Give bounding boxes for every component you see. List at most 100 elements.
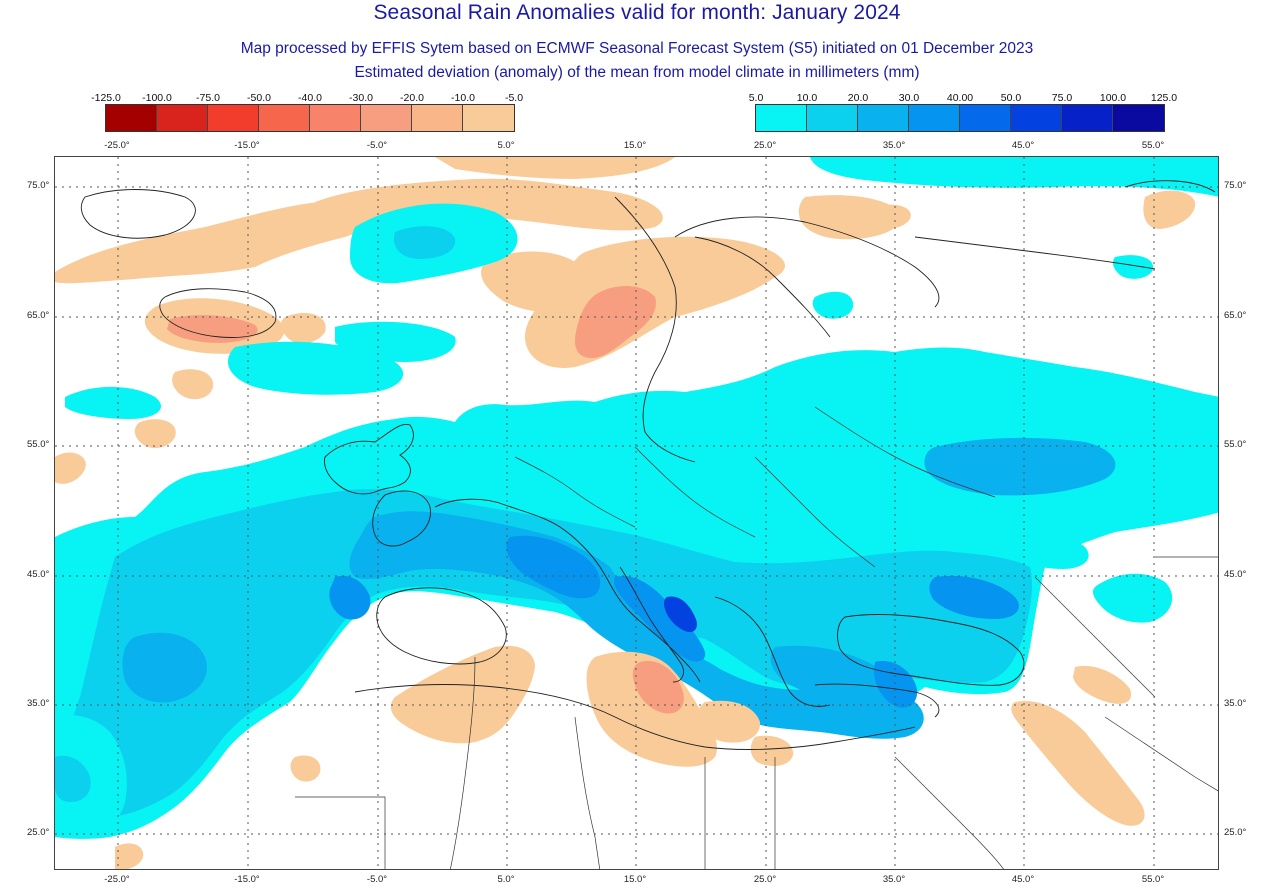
coastline <box>837 614 1025 686</box>
coastline <box>914 236 1156 270</box>
latitude-label-left: 65.0° <box>27 310 50 321</box>
legend-swatch <box>858 105 909 131</box>
legend-swatch <box>909 105 960 131</box>
border <box>574 716 601 869</box>
coastlines-and-borders <box>80 180 1218 869</box>
legend-swatch <box>756 105 807 131</box>
anomaly-area-cyan <box>812 291 854 319</box>
legend-tick-label: -125.0 <box>91 92 121 104</box>
anomaly-area-tan <box>696 700 761 743</box>
legend-tick-label: -75.0 <box>196 92 220 104</box>
legend-swatch <box>807 105 858 131</box>
anomaly-area-tan <box>1011 701 1145 826</box>
border <box>514 456 636 528</box>
legend-tick-label: -40.0 <box>298 92 322 104</box>
legend-tick-label: -50.0 <box>247 92 271 104</box>
legend-positive-anomalies: 5.0 10.0 20.0 30.0 40.00 50.0 75.0 100.0 125.0 <box>740 92 1180 152</box>
coastline <box>614 196 696 463</box>
longitude-label-top: 5.0° <box>497 140 515 151</box>
anomaly-area-blue <box>874 661 918 708</box>
legend-tick-label: 40.00 <box>946 92 974 104</box>
legend-tick-label: -30.0 <box>349 92 373 104</box>
anomaly-area-tan <box>798 195 901 240</box>
anomaly-area-tan <box>750 735 794 767</box>
legend-tick-label: 30.0 <box>898 92 920 104</box>
legend-tick-label: -100.0 <box>142 92 172 104</box>
anomaly-area-cyan <box>1112 255 1154 279</box>
longitude-label-top: -15.0° <box>234 140 260 151</box>
coastline <box>434 498 701 683</box>
longitude-label-top: -25.0° <box>104 140 130 151</box>
anomaly-area-tan <box>871 204 911 229</box>
anomaly-area-mid-blue <box>122 632 207 703</box>
anomaly-area-salmon <box>167 315 258 343</box>
anomaly-fields <box>55 157 1218 869</box>
legend-swatch <box>259 105 310 131</box>
latitude-label-right: 65.0° <box>1224 310 1247 321</box>
longitude-label-top: -5.0° <box>366 140 388 151</box>
legend-tick-label: 75.0 <box>1051 92 1073 104</box>
anomaly-area-tan <box>115 843 144 869</box>
longitude-label-top: 45.0° <box>1011 140 1035 151</box>
coastline <box>714 596 831 707</box>
coastline <box>354 684 916 750</box>
anomaly-area-tan <box>280 312 326 344</box>
legend-tick-label: -5.0 <box>504 92 524 104</box>
anomaly-map-canvas <box>55 157 1218 869</box>
anomaly-area-blue <box>614 576 706 662</box>
anomaly-area-tan <box>134 419 176 449</box>
legend-swatch <box>157 105 208 131</box>
anomaly-area-cyan <box>1092 573 1173 623</box>
legend-tick-label: 20.0 <box>847 92 869 104</box>
longitude-label-top: 15.0° <box>623 140 647 151</box>
border <box>1104 716 1218 792</box>
legend-tick-label: -10.0 <box>451 92 475 104</box>
anomaly-area-mid-blue <box>924 437 1116 496</box>
anomaly-area-light-blue <box>393 226 456 259</box>
latitude-label-right: 75.0° <box>1224 180 1247 191</box>
longitude-label-top: 55.0° <box>1141 140 1165 151</box>
anomaly-area-tan <box>55 201 374 284</box>
anomaly-area-tan <box>290 755 321 782</box>
longitude-label-top: 35.0° <box>882 140 906 151</box>
legend-swatch <box>208 105 259 131</box>
longitude-label-bottom: 45.0° <box>1011 874 1035 885</box>
longitude-label-bottom: 25.0° <box>753 874 777 885</box>
latitude-label-right: 35.0° <box>1224 698 1247 709</box>
legend-swatch <box>106 105 157 131</box>
border <box>814 406 996 498</box>
coastline <box>674 216 940 308</box>
legend-swatch <box>412 105 463 131</box>
legend-positive-colorbar <box>755 104 1165 132</box>
anomaly-area-salmon <box>632 661 684 714</box>
latitude-label-right: 25.0° <box>1224 827 1247 838</box>
latitude-label-right: 55.0° <box>1224 439 1247 450</box>
anomaly-area-mid-blue <box>349 511 924 739</box>
anomaly-area-tan <box>55 452 86 484</box>
latitude-label-left: 75.0° <box>27 180 50 191</box>
graticule <box>55 157 1218 869</box>
latitude-label-left: 35.0° <box>27 698 50 709</box>
anomaly-area-tan <box>1143 190 1196 229</box>
anomaly-area-light-blue <box>55 755 91 802</box>
latitude-label-right: 45.0° <box>1224 569 1247 580</box>
border <box>450 656 476 869</box>
anomaly-area-light-blue <box>64 489 1033 818</box>
anomaly-area-cyan <box>810 157 1218 197</box>
legend-swatch <box>1113 105 1164 131</box>
legend-tick-label: 10.0 <box>796 92 818 104</box>
anomaly-area-mid-blue <box>770 645 898 706</box>
coastline <box>694 236 831 338</box>
legend-swatch <box>1062 105 1113 131</box>
anomaly-area-tan <box>586 651 717 767</box>
legend-swatch <box>361 105 412 131</box>
anomaly-area-cyan <box>335 321 456 362</box>
anomaly-area-tan <box>390 645 535 744</box>
longitude-label-bottom: 5.0° <box>497 874 515 885</box>
coastline <box>80 189 196 239</box>
latitude-label-left: 25.0° <box>27 827 50 838</box>
map-title: Seasonal Rain Anomalies valid for month:… <box>373 1 901 24</box>
border <box>634 446 756 538</box>
anomaly-area-blue <box>506 535 601 599</box>
anomaly-area-blue <box>329 575 371 620</box>
